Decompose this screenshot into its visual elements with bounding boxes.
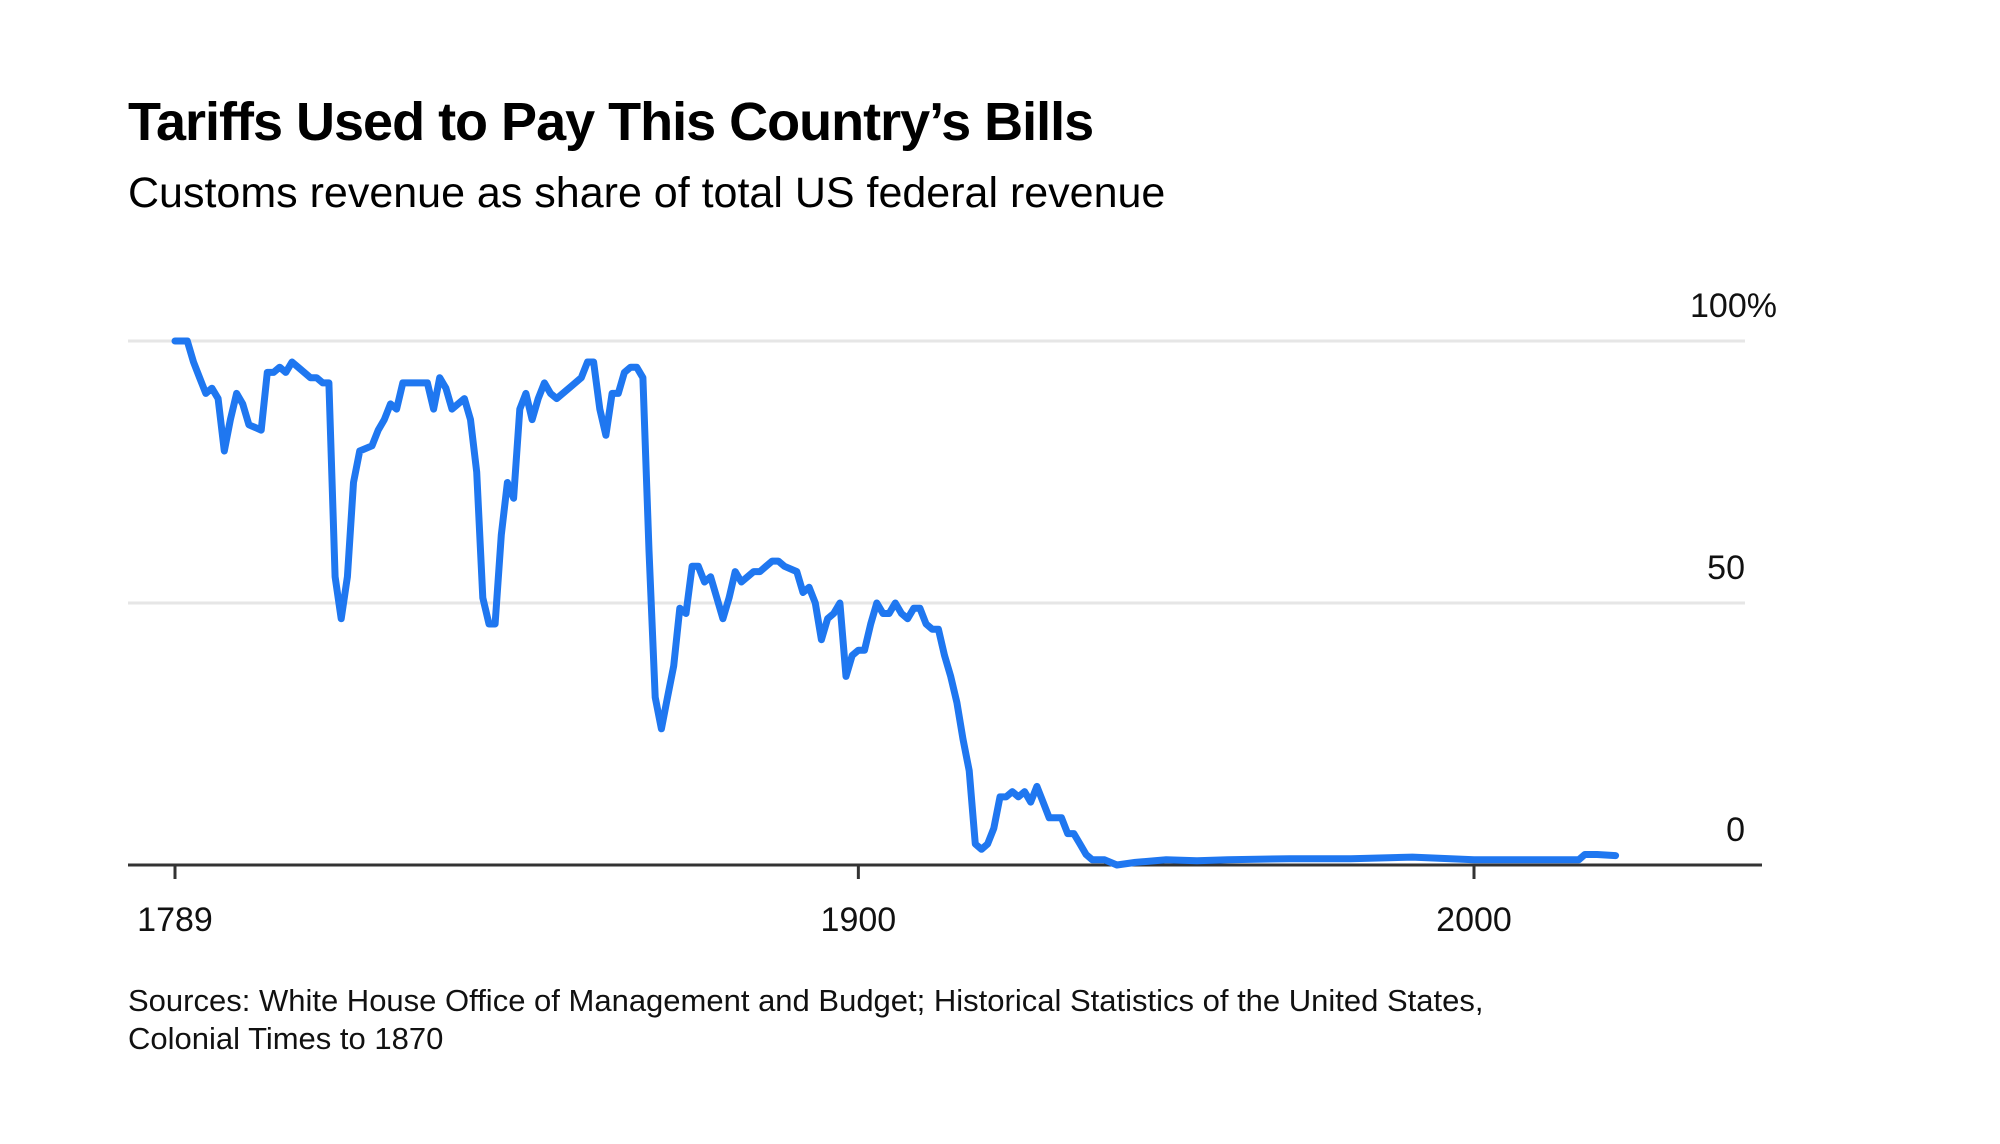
source-note-line-2: Colonial Times to 1870	[128, 1021, 443, 1056]
chart-subtitle: Customs revenue as share of total US fed…	[128, 169, 1165, 217]
x-axis-ticks: 1789 1900 2000	[137, 865, 1512, 939]
series-line-customs-share	[171, 337, 1620, 869]
x-tick-label-1789: 1789	[137, 901, 213, 939]
gridlines	[128, 339, 1745, 605]
y-tick-label-50: 50	[1707, 549, 1745, 587]
x-tick-label-2000: 2000	[1436, 901, 1512, 939]
y-tick-label-0: 0	[1726, 811, 1745, 849]
y-tick-label-100: 100%	[1690, 287, 1777, 325]
y-axis-labels: 0 50 100%	[1690, 287, 1777, 849]
x-tick-label-1900: 1900	[821, 901, 897, 939]
chart-title: Tariffs Used to Pay This Country’s Bills	[128, 92, 1093, 152]
source-note-line-1: Sources: White House Office of Managemen…	[128, 983, 1484, 1018]
